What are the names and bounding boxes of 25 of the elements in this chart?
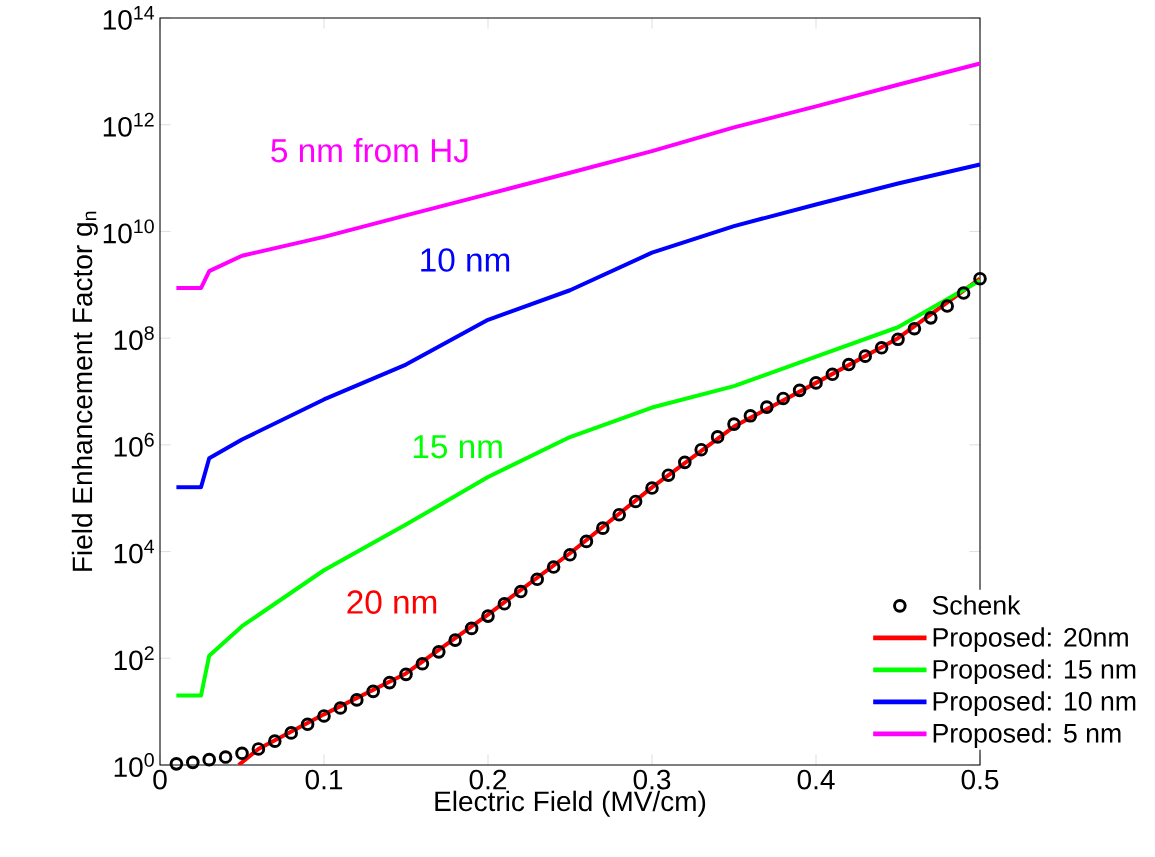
legend-label: Proposed: 10 nm xyxy=(933,691,1136,717)
y-tick-label: 10$^{8}$ xyxy=(114,326,154,351)
x-tick-label: 0 xyxy=(153,769,167,790)
y-tick-label: 10$^{2}$ xyxy=(114,646,154,671)
x-tick-label: 0.3 xyxy=(633,769,671,790)
annotation: 5 nm from HJ xyxy=(271,138,468,163)
y-tick-label: 10$^{0}$ xyxy=(114,753,154,777)
x-axis-title: Electric Field (MV/cm) xyxy=(435,790,706,817)
y-tick-label: 10$^{4}$ xyxy=(114,539,155,564)
y-axis-title: Field Enhancement Factor g$_{n}$ xyxy=(71,211,98,571)
x-tick-label: 0.1 xyxy=(305,769,343,790)
y-tick-label: 10$^{14}$ xyxy=(103,6,155,30)
y-tick-label: 10$^{6}$ xyxy=(114,432,154,457)
x-tick-label: 0.2 xyxy=(469,769,507,790)
annotation: 20 nm xyxy=(347,590,437,614)
annotation: 15 nm xyxy=(413,435,502,459)
x-tick-label: 0.5 xyxy=(961,769,999,790)
legend-label: Proposed: 15 nm xyxy=(933,659,1136,685)
y-tick-label: 10$^{10}$ xyxy=(103,219,154,244)
legend-label: Proposed: 20nm xyxy=(933,627,1128,653)
legend-label: Schenk xyxy=(932,595,1021,615)
annotation: 10 nm xyxy=(421,248,510,272)
y-tick-label: 10$^{12}$ xyxy=(103,112,154,137)
x-tick-label: 0.4 xyxy=(797,769,835,790)
legend-label: Proposed: 5 nm xyxy=(933,723,1121,748)
